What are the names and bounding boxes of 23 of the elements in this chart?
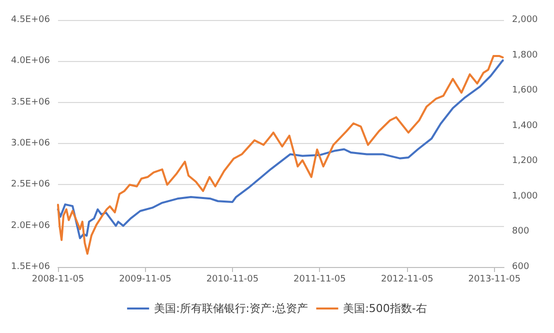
y-tick-label: 3.5E+06 <box>10 97 50 108</box>
legend-label: 美国:所有联储银行:资产:总资产 <box>154 302 308 315</box>
y-tick-label: 4.0E+06 <box>10 56 50 66</box>
y-tick-label: 2.0E+06 <box>10 220 50 231</box>
y2-tick-label: 1,600 <box>512 86 538 96</box>
x-tick-label: 2010-11-05 <box>206 274 259 284</box>
x-tick-label: 2013-11-05 <box>468 274 521 284</box>
y2-tick-label: 1,000 <box>512 191 538 202</box>
x-tick-label: 2008-11-05 <box>32 274 84 284</box>
x-tick-label: 2012-11-05 <box>381 274 434 284</box>
y-tick-label: 4.5E+06 <box>10 15 50 25</box>
legend-label: 美国:500指数-右 <box>343 302 427 315</box>
y2-tick-label: 1,400 <box>512 120 538 131</box>
y-tick-label: 2.5E+06 <box>10 180 50 190</box>
y2-tick-label: 1,800 <box>512 50 538 60</box>
x-tick-label: 2009-11-05 <box>119 274 172 284</box>
y2-tick-label: 1,200 <box>512 156 538 166</box>
y2-tick-label: 800 <box>512 226 530 237</box>
y-tick-label: 3.0E+06 <box>10 138 50 148</box>
y-tick-label: 1.5E+06 <box>10 262 50 272</box>
x-tick-label: 2011-11-05 <box>294 274 346 284</box>
y2-tick-label: 2,000 <box>512 15 538 25</box>
y2-tick-label: 600 <box>512 262 530 272</box>
